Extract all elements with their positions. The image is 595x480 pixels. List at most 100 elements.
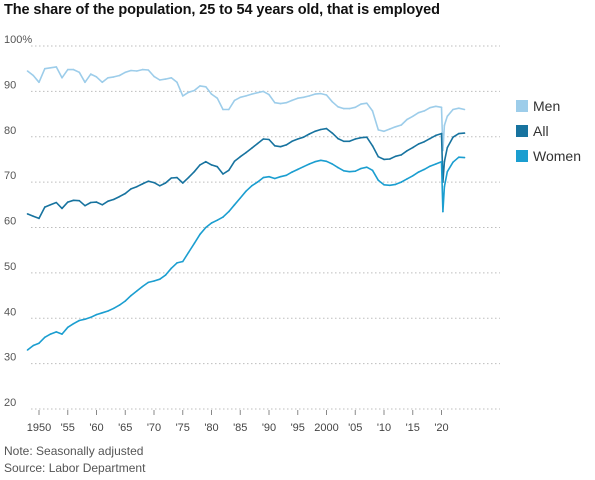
data-point-men xyxy=(279,102,282,105)
data-point-all xyxy=(297,138,299,140)
data-point-men xyxy=(216,97,219,99)
data-point-all xyxy=(67,201,69,203)
data-point-all xyxy=(182,182,184,184)
data-point-all xyxy=(308,133,311,135)
data-point-women xyxy=(256,181,259,183)
data-point-women xyxy=(182,260,184,263)
data-point-all xyxy=(383,158,385,161)
data-point-men xyxy=(199,85,201,87)
data-point-women xyxy=(337,166,339,169)
data-point-men xyxy=(130,69,132,72)
data-point-women xyxy=(101,312,104,314)
data-point-men xyxy=(417,111,420,114)
data-point-men xyxy=(32,74,35,77)
data-point-women xyxy=(377,179,380,182)
data-point-women xyxy=(233,204,236,206)
data-point-men xyxy=(239,96,242,99)
data-point-men xyxy=(124,71,127,74)
data-point-all xyxy=(366,136,368,138)
data-point-men xyxy=(360,103,362,105)
data-point-women xyxy=(331,163,334,165)
data-point-women xyxy=(394,183,397,186)
data-point-women xyxy=(443,185,446,188)
data-point-women xyxy=(210,222,213,224)
data-point-men xyxy=(153,75,155,78)
data-point-women xyxy=(164,274,167,276)
data-point-all xyxy=(193,170,196,173)
data-point-women xyxy=(279,175,282,178)
y-tick-label: 90 xyxy=(4,79,16,91)
data-point-men xyxy=(222,108,224,111)
data-point-all xyxy=(222,173,224,175)
data-point-women xyxy=(61,333,63,335)
data-point-women xyxy=(302,165,305,168)
data-point-all xyxy=(458,132,460,135)
data-point-all xyxy=(55,201,58,204)
data-point-men xyxy=(67,68,69,71)
data-point-all xyxy=(440,132,443,135)
data-point-all xyxy=(400,154,403,156)
data-point-women xyxy=(371,169,374,172)
data-point-women xyxy=(251,185,253,187)
data-point-all xyxy=(291,140,293,143)
data-point-men xyxy=(429,106,431,109)
data-point-men xyxy=(268,93,270,96)
data-point-men xyxy=(343,107,345,110)
x-tick-label: '20 xyxy=(434,422,448,434)
data-point-all xyxy=(279,145,282,148)
data-point-all xyxy=(446,146,449,149)
data-point-men xyxy=(458,107,460,109)
data-point-all xyxy=(147,180,150,182)
y-tick-label: 80 xyxy=(4,125,16,137)
data-point-all xyxy=(343,140,345,143)
data-point-all xyxy=(176,176,178,179)
data-point-men xyxy=(164,78,167,80)
data-point-men xyxy=(38,81,40,84)
data-point-all xyxy=(159,185,161,187)
data-point-all xyxy=(245,151,247,154)
y-tick-label: 40 xyxy=(4,306,16,318)
data-point-men xyxy=(400,124,403,126)
data-point-men xyxy=(182,95,184,97)
data-point-men xyxy=(337,106,339,108)
legend: Men All Women xyxy=(516,98,581,164)
data-point-all xyxy=(463,132,466,134)
data-point-women xyxy=(389,184,391,187)
series-line-women xyxy=(27,156,465,351)
data-point-women xyxy=(159,278,161,281)
data-point-men xyxy=(446,115,449,118)
data-point-women xyxy=(452,161,454,163)
data-point-men xyxy=(308,95,311,97)
data-point-men xyxy=(193,89,196,92)
data-point-all xyxy=(423,140,426,143)
data-point-women xyxy=(423,168,426,171)
data-point-all xyxy=(107,200,109,202)
data-point-women xyxy=(440,160,443,163)
data-point-men xyxy=(274,101,276,104)
data-point-men xyxy=(389,128,391,130)
data-point-all xyxy=(90,201,92,204)
data-point-women xyxy=(55,331,58,333)
data-point-all xyxy=(32,215,35,217)
data-point-all xyxy=(124,192,127,195)
data-point-women xyxy=(463,156,466,159)
data-point-women xyxy=(446,170,449,173)
y-tick-label: 60 xyxy=(4,216,16,228)
x-tick-label: '55 xyxy=(61,422,75,434)
data-point-men xyxy=(262,90,265,93)
data-point-women xyxy=(187,251,190,254)
data-point-men xyxy=(78,71,81,74)
data-point-women xyxy=(314,160,316,163)
data-point-men xyxy=(210,93,213,95)
data-point-men xyxy=(256,91,259,94)
data-point-men xyxy=(107,77,109,79)
data-point-women xyxy=(354,170,357,172)
x-tick-label: '70 xyxy=(147,422,161,434)
data-point-all xyxy=(443,160,446,163)
data-point-men xyxy=(354,106,357,109)
data-point-all xyxy=(210,164,213,166)
chart-source: Source: Labor Department xyxy=(4,461,146,475)
data-point-men xyxy=(348,107,351,110)
data-point-women xyxy=(49,333,52,335)
data-point-men xyxy=(84,81,86,84)
